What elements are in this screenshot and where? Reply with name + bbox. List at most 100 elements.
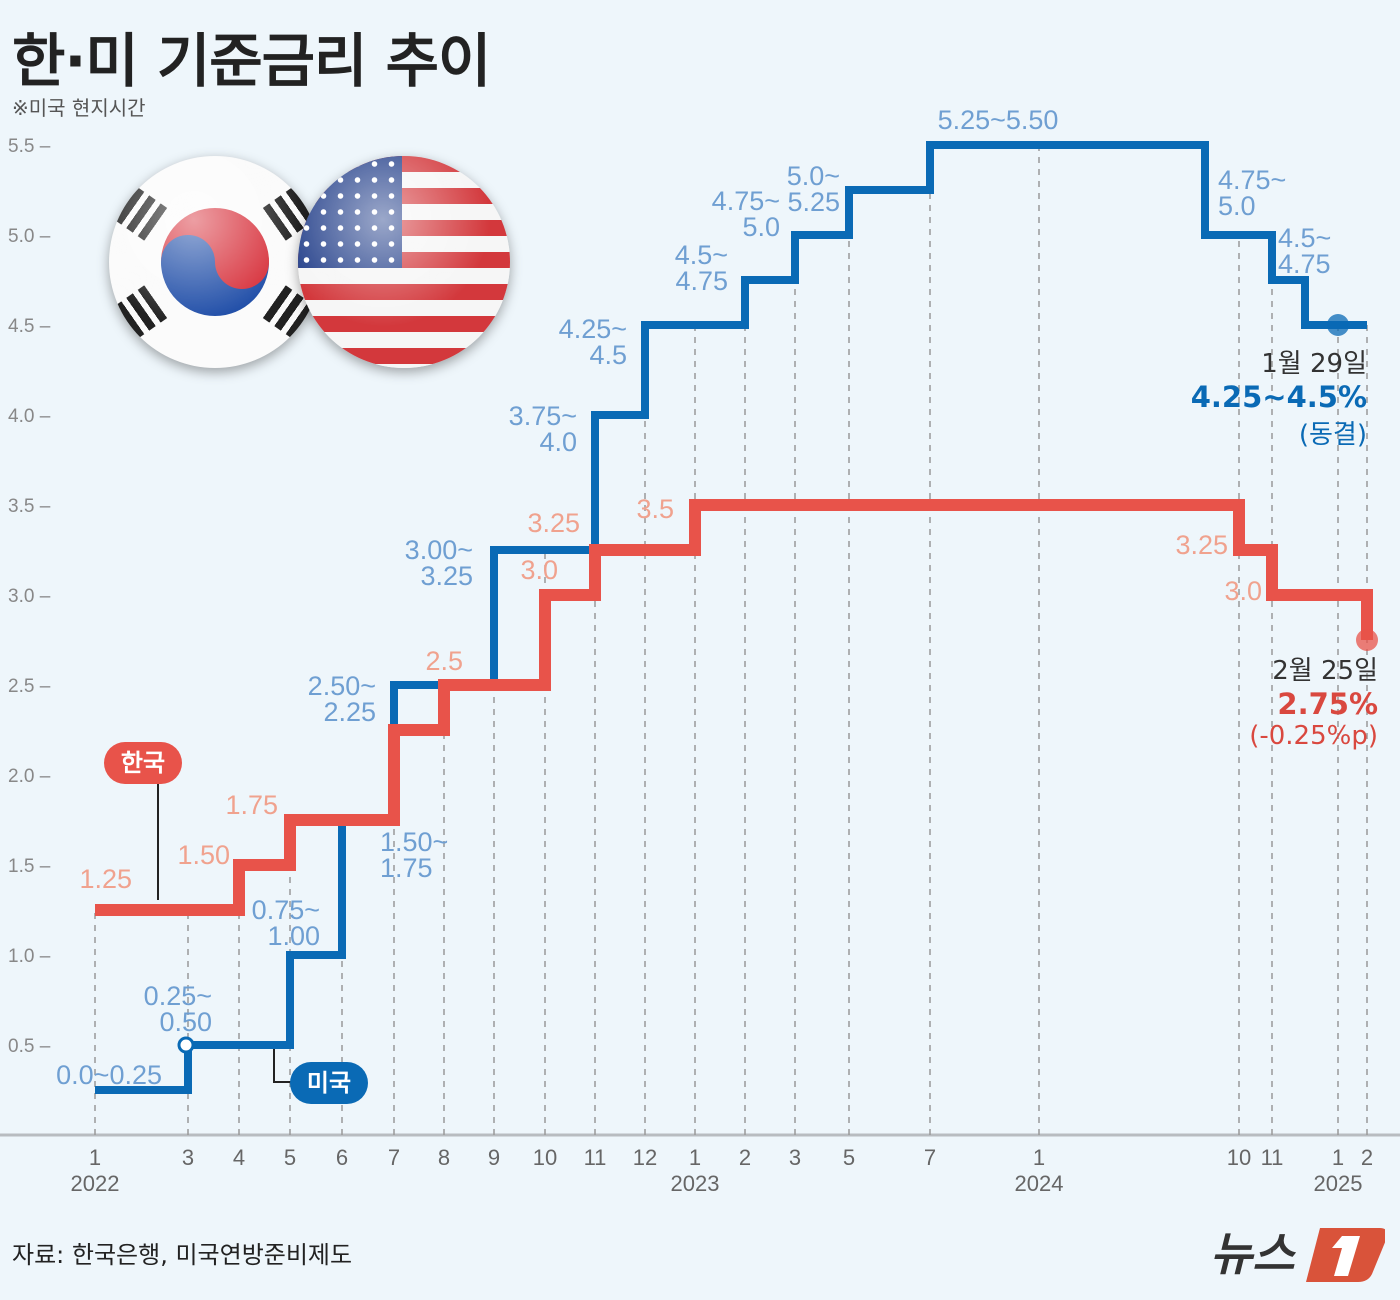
x-tick-month: 10 [533, 1145, 557, 1170]
x-tick-year: 2025 [1314, 1171, 1363, 1196]
korea-latest-dot [1356, 629, 1378, 651]
step-label-line: 5.0~ [786, 161, 840, 191]
x-tick-year: 2024 [1015, 1171, 1064, 1196]
us-step-label: 3.75~ 4.0 [508, 401, 577, 457]
x-tick-year: 2022 [71, 1171, 120, 1196]
korea-step-label: 3.25 [527, 508, 580, 538]
step-label-line: 4.5~ [1278, 223, 1332, 253]
step-label-line: 4.5~ [674, 240, 728, 270]
korea-rate-line [95, 499, 1373, 916]
us-step-label: 0.75~ 1.00 [251, 895, 320, 951]
x-tick-month: 4 [233, 1145, 245, 1170]
x-tick-month: 5 [284, 1145, 296, 1170]
korea-step-label: 2.5 [425, 646, 463, 676]
us-latest-change: (동결) [1298, 420, 1367, 450]
us-latest-dot [1327, 314, 1349, 336]
us-latest-date: 1월 29일 [1261, 349, 1367, 379]
x-tick-month: 1 [1332, 1145, 1344, 1170]
us-step-label: 1.50~ 1.75 [380, 827, 449, 883]
legend-us-leader [273, 1045, 292, 1083]
step-label-line: 5.25~5.50 [937, 105, 1059, 135]
x-tick-month: 10 [1227, 1145, 1251, 1170]
step-label-line: 1.50 [177, 840, 230, 870]
x-tick-month: 1 [689, 1145, 701, 1170]
step-label-line: 1.75 [380, 853, 433, 883]
step-label-line: 4.75~ [1218, 165, 1287, 195]
x-tick-month: 5 [843, 1145, 855, 1170]
us-step-label: 2.50~ 2.25 [307, 671, 376, 727]
us-step-label: 0.0~0.25 [56, 1060, 162, 1090]
korea-step-label: 1.75 [225, 790, 278, 820]
us-latest-value: 4.25~4.5% [1190, 380, 1367, 414]
step-label-line: 1.25 [79, 864, 132, 894]
step-label-line: 0.75~ [251, 895, 320, 925]
x-tick-month: 3 [789, 1145, 801, 1170]
step-label-line: 0.25~ [143, 981, 212, 1011]
step-label-line: 1.00 [267, 921, 320, 951]
x-tick-month: 1 [1033, 1145, 1045, 1170]
korea-latest-value: 2.75% [1277, 687, 1378, 721]
step-label-line: 0.0~0.25 [56, 1060, 162, 1090]
us-flag-icon [298, 156, 510, 368]
y-tick-label: 1.5 – [8, 856, 51, 877]
korea-latest-change: (-0.25%p) [1249, 721, 1378, 751]
timezone-note: ※미국 현지시간 [12, 96, 146, 120]
step-label-line: 4.75 [1278, 249, 1331, 279]
y-tick-label: 4.0 – [8, 406, 51, 427]
x-tick-month: 1 [89, 1145, 101, 1170]
us-step-label: 4.5~ 4.75 [674, 240, 728, 296]
step-label-line: 0.50 [159, 1007, 212, 1037]
us-rate-line [95, 141, 1367, 1094]
us-step-label: 5.0~ 5.25 [786, 161, 840, 217]
x-tick-year: 2023 [671, 1171, 720, 1196]
y-tick-label: 4.5 – [8, 316, 51, 337]
step-label-line: 3.25 [527, 508, 580, 538]
korea-step-label: 3.0 [520, 555, 558, 585]
step-label-line: 5.0 [742, 212, 780, 242]
korea-step-label: 1.25 [79, 864, 132, 894]
step-label-line: 1.75 [225, 790, 278, 820]
step-label-line: 3.25 [420, 561, 473, 591]
step-label-line: 3.5 [636, 494, 674, 524]
step-label-line: 2.50~ [307, 671, 376, 701]
legend-us: 미국 [290, 1062, 368, 1104]
step-label-line: 5.25 [787, 187, 840, 217]
step-label-line: 1.50~ [380, 827, 449, 857]
x-tick-month: 6 [336, 1145, 348, 1170]
us-latest-annotation: 1월 29일 4.25~4.5% (동결) [1191, 343, 1367, 451]
y-tick-label: 5.5 – [8, 136, 51, 157]
step-label-line: 3.25 [1175, 530, 1228, 560]
y-tick-label: 2.5 – [8, 676, 51, 697]
news1-logo: 뉴스 [1210, 1218, 1388, 1293]
step-label-line: 2.25 [323, 697, 376, 727]
step-label-line: 4.5 [589, 340, 627, 370]
page-title: 한·미 기준금리 추이 [12, 27, 491, 95]
x-tick-month: 12 [633, 1145, 657, 1170]
x-tick-month: 8 [438, 1145, 450, 1170]
step-label-line: 3.00~ [404, 535, 473, 565]
y-tick-label: 2.0 – [8, 766, 51, 787]
x-tick-month: 7 [388, 1145, 400, 1170]
korea-step-label: 3.5 [636, 494, 674, 524]
korea-step-label: 1.50 [177, 840, 230, 870]
x-tick-month: 2 [1361, 1145, 1373, 1170]
y-tick-label: 3.5 – [8, 496, 51, 517]
korea-flag-icon [109, 156, 321, 368]
y-tick-label: 5.0 – [8, 226, 51, 247]
y-tick-label: 0.5 – [8, 1036, 51, 1057]
step-label-line: 4.0 [539, 427, 577, 457]
step-label-line: 2.5 [425, 646, 463, 676]
x-tick-month: 11 [1261, 1145, 1284, 1170]
step-label-line: 3.75~ [508, 401, 577, 431]
korea-step-label: 3.0 [1224, 576, 1262, 606]
step-label-line: 3.0 [1224, 576, 1262, 606]
us-step-label: 4.75~ 5.0 [712, 188, 780, 242]
svg-text:뉴스: 뉴스 [1210, 1227, 1296, 1281]
us-step-label: 4.5~ 4.75 [1278, 223, 1332, 279]
x-tick-month: 2 [739, 1145, 751, 1170]
step-label-line: 4.75 [675, 266, 728, 296]
x-tick-month: 9 [488, 1145, 500, 1170]
step-label-line: 3.0 [520, 555, 558, 585]
us-step-label: 4.25~ 4.5 [559, 316, 627, 370]
x-tick-month: 11 [584, 1145, 607, 1170]
